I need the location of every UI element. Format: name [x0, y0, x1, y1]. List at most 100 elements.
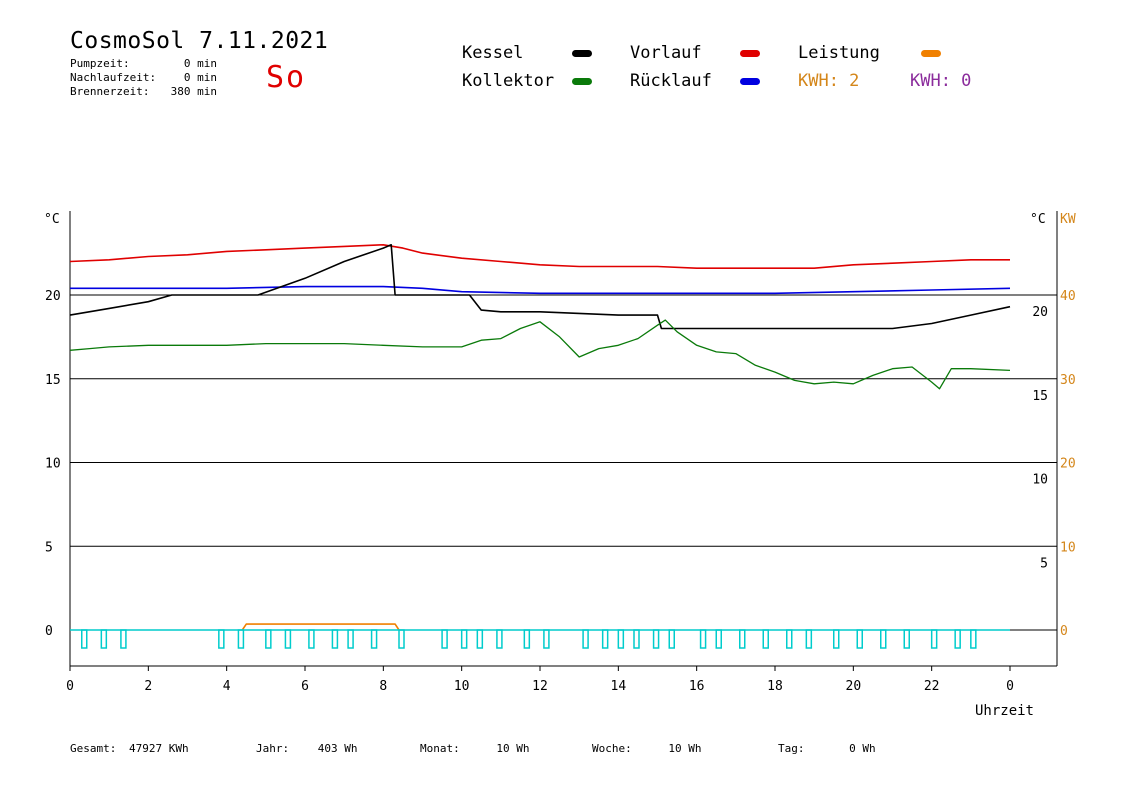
pump-pulse: [833, 629, 840, 649]
legend-kessel-swatch: [572, 50, 592, 57]
legend-leistung-swatch: [921, 50, 941, 57]
y-tick-label-left: 5: [45, 540, 53, 555]
pump-pulse: [370, 629, 378, 649]
x-tick-label: 6: [301, 679, 309, 694]
footer-value: 403 Wh: [317, 742, 358, 755]
x-tick-label: 22: [924, 679, 940, 694]
footer-woche: Woche: 10 Wh: [592, 742, 702, 755]
stat-row: Pumpzeit: 0 min: [70, 57, 217, 71]
footer-label: Monat:: [420, 742, 460, 755]
series-kollektor-line: [69, 319, 1011, 390]
pump-pulse: [715, 629, 722, 649]
footer-value: 10 Wh: [668, 742, 702, 755]
x-tick-label: 18: [767, 679, 783, 694]
x-tick-label: 0: [66, 679, 74, 694]
legend-vorlauf-swatch: [740, 50, 760, 57]
footer-value: 10 Wh: [496, 742, 530, 755]
footer-value: 0 Wh: [849, 742, 876, 755]
pump-pulse: [218, 629, 225, 649]
kw-tick-label: 40: [1060, 289, 1076, 304]
stats-block: Pumpzeit: 0 min Nachlaufzeit: 0 min Bren…: [70, 57, 217, 99]
footer-value: 47927 KWh: [128, 742, 189, 755]
footer-gesamt: Gesamt: 47927 KWh: [70, 742, 189, 755]
legend-kollektor-label: Kollektor: [462, 71, 555, 91]
legend-ruecklauf-swatch: [740, 78, 760, 85]
legend-vorlauf-label: Vorlauf: [630, 43, 702, 63]
pump-pulse: [601, 629, 609, 649]
pump-pulse: [930, 629, 938, 649]
weekday-label: So: [266, 60, 307, 95]
x-tick-label: 8: [379, 679, 387, 694]
pump-pulse: [954, 629, 961, 649]
pump-pulse: [441, 629, 448, 649]
pump-pulse: [120, 629, 127, 649]
pump-pulse: [308, 629, 315, 649]
footer-label: Jahr:: [256, 742, 290, 755]
pump-pulse: [347, 629, 354, 649]
stat-row: Brennerzeit: 380 min: [70, 85, 217, 99]
footer-label: Tag:: [778, 742, 805, 755]
legend-kwh-solar: KWH: 2: [798, 71, 860, 91]
stat-value: 380 min: [170, 85, 217, 98]
pump-pulse: [903, 629, 910, 649]
legend-kessel-label: Kessel: [462, 43, 524, 63]
pump-pulse: [633, 629, 640, 649]
y-tick-label-right: 20: [1032, 305, 1048, 320]
x-tick-label: 12: [532, 679, 548, 694]
pump-pulse: [523, 629, 531, 649]
pump-pulse: [652, 629, 660, 649]
x-tick-label: 0: [1006, 679, 1014, 694]
x-tick-label: 16: [689, 679, 705, 694]
y-tick-label-left: 10: [45, 457, 61, 472]
y-tick-label-right: 15: [1032, 389, 1048, 404]
pump-pulse: [460, 629, 468, 649]
page-title: CosmoSol 7.11.2021: [70, 28, 329, 54]
pump-pulse: [617, 629, 625, 649]
pump-pulse: [582, 629, 589, 649]
pump-pulse: [398, 629, 405, 649]
y-axis-unit-left: °C: [44, 212, 60, 227]
kw-tick-label: 0: [1060, 624, 1068, 639]
legend-leistung-label: Leistung: [798, 43, 880, 63]
pump-pulse: [856, 629, 863, 649]
footer-label: Gesamt:: [70, 742, 117, 755]
x-tick-label: 10: [454, 679, 470, 694]
pump-pulse: [476, 629, 484, 649]
footer-monat: Monat: 10 Wh: [420, 742, 530, 755]
pump-pulse: [805, 629, 813, 649]
footer-tag: Tag: 0 Wh: [778, 742, 876, 755]
legend-kollektor-swatch: [572, 78, 592, 85]
series-kessel-line: [69, 244, 1011, 330]
kw-tick-label: 10: [1060, 540, 1076, 555]
series-vorlauf-line: [69, 244, 1010, 269]
y-tick-label-right: 10: [1032, 473, 1048, 488]
pump-pulse: [331, 629, 339, 649]
y-tick-label-left: 20: [45, 289, 61, 304]
y-tick-label-left: 0: [45, 624, 53, 639]
series-ruecklauf-line: [70, 285, 1011, 295]
stat-label: Nachlaufzeit:: [70, 71, 157, 84]
x-tick-label: 2: [144, 679, 152, 694]
pump-pulse: [970, 629, 977, 649]
kw-tick-label: 20: [1060, 457, 1076, 472]
y-tick-label-right: 5: [1040, 556, 1048, 571]
pump-pulse: [81, 629, 88, 649]
stat-value: 0 min: [183, 57, 217, 70]
stat-label: Brennerzeit:: [70, 85, 150, 98]
pump-pulse: [496, 629, 503, 649]
pump-pulse: [668, 629, 675, 649]
legend-ruecklauf-label: Rücklauf: [630, 71, 712, 91]
y-axis-unit-right: °C: [1030, 212, 1046, 227]
x-tick-label: 14: [611, 679, 627, 694]
pump-pulse: [284, 629, 292, 649]
legend-kwh-other: KWH: 0: [910, 71, 972, 91]
stat-label: Pumpzeit:: [70, 57, 130, 70]
pump-pulse: [739, 629, 746, 649]
y-tick-label-left: 15: [45, 373, 61, 388]
series-leistung-line: [241, 623, 400, 631]
pump-pulse: [786, 629, 793, 649]
kw-tick-label: 30: [1060, 373, 1076, 388]
pump-pulse: [699, 629, 707, 649]
x-axis-label: Uhrzeit: [975, 703, 1034, 719]
